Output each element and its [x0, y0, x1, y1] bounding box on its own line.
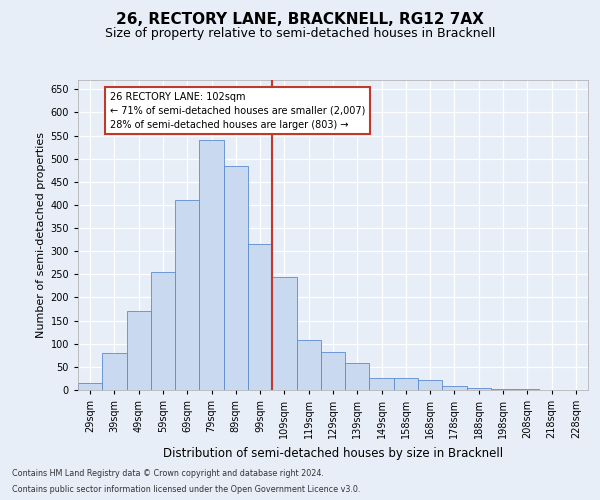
X-axis label: Distribution of semi-detached houses by size in Bracknell: Distribution of semi-detached houses by … — [163, 446, 503, 460]
Bar — [224, 166, 248, 390]
Bar — [272, 276, 296, 390]
Bar — [127, 312, 151, 390]
Bar — [296, 340, 321, 390]
Y-axis label: Number of semi-detached properties: Number of semi-detached properties — [36, 132, 46, 338]
Bar — [151, 272, 175, 390]
Bar — [199, 140, 224, 390]
Bar — [370, 378, 394, 390]
Bar — [515, 389, 539, 390]
Bar — [394, 378, 418, 390]
Text: 26, RECTORY LANE, BRACKNELL, RG12 7AX: 26, RECTORY LANE, BRACKNELL, RG12 7AX — [116, 12, 484, 28]
Bar — [248, 244, 272, 390]
Bar — [345, 363, 370, 390]
Bar — [418, 380, 442, 390]
Text: Contains public sector information licensed under the Open Government Licence v3: Contains public sector information licen… — [12, 485, 361, 494]
Bar — [442, 386, 467, 390]
Bar — [102, 353, 127, 390]
Text: 26 RECTORY LANE: 102sqm
← 71% of semi-detached houses are smaller (2,007)
28% of: 26 RECTORY LANE: 102sqm ← 71% of semi-de… — [110, 92, 365, 130]
Bar — [78, 383, 102, 390]
Bar — [491, 388, 515, 390]
Bar — [321, 352, 345, 390]
Text: Size of property relative to semi-detached houses in Bracknell: Size of property relative to semi-detach… — [105, 28, 495, 40]
Bar — [467, 388, 491, 390]
Text: Contains HM Land Registry data © Crown copyright and database right 2024.: Contains HM Land Registry data © Crown c… — [12, 468, 324, 477]
Bar — [175, 200, 199, 390]
